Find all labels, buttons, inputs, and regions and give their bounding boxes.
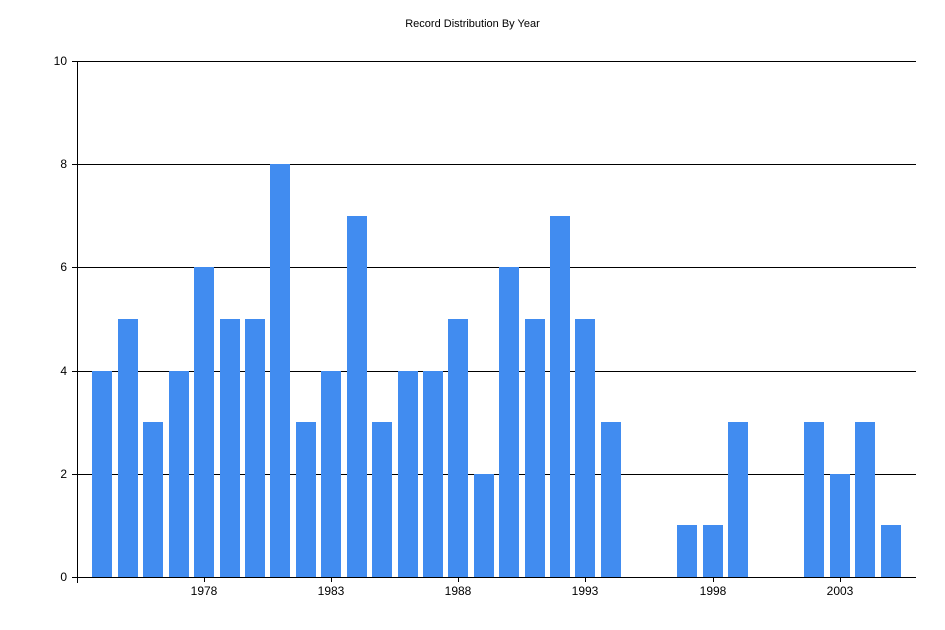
bar-1987 bbox=[423, 371, 443, 577]
x-axis-line bbox=[72, 577, 916, 578]
y-tick-label: 4 bbox=[60, 364, 67, 378]
x-tick bbox=[331, 577, 332, 582]
x-tick-label: 1993 bbox=[571, 584, 599, 598]
bar-1984 bbox=[347, 216, 367, 577]
bar-2004 bbox=[855, 422, 875, 577]
bar-1994 bbox=[601, 422, 621, 577]
x-tick bbox=[585, 577, 586, 582]
y-tick-label: 2 bbox=[60, 467, 67, 481]
x-tick bbox=[458, 577, 459, 582]
bar-1977 bbox=[169, 371, 189, 577]
gridline bbox=[77, 267, 916, 268]
y-tick-label: 10 bbox=[53, 54, 67, 68]
y-tick bbox=[72, 164, 77, 165]
x-tick-label: 2003 bbox=[826, 584, 854, 598]
x-tick-label: 1983 bbox=[317, 584, 345, 598]
x-tick bbox=[840, 577, 841, 582]
y-axis-line bbox=[77, 61, 78, 583]
x-tick-label: 1988 bbox=[444, 584, 472, 598]
x-tick bbox=[204, 577, 205, 582]
bar-1982 bbox=[296, 422, 316, 577]
chart-title: Record Distribution By Year bbox=[405, 18, 540, 30]
bar-1986 bbox=[398, 371, 418, 577]
bar-1989 bbox=[474, 474, 494, 577]
gridline bbox=[77, 371, 916, 372]
x-tick-label: 1978 bbox=[190, 584, 218, 598]
bar-1997 bbox=[677, 525, 697, 577]
y-tick bbox=[72, 267, 77, 268]
x-tick bbox=[713, 577, 714, 582]
x-tick-label: 1998 bbox=[699, 584, 727, 598]
gridline bbox=[77, 474, 916, 475]
bar-1988 bbox=[448, 319, 468, 577]
bar-1976 bbox=[143, 422, 163, 577]
y-tick bbox=[72, 474, 77, 475]
bar-2002 bbox=[804, 422, 824, 577]
y-tick bbox=[72, 371, 77, 372]
y-tick-label: 8 bbox=[60, 157, 67, 171]
gridline bbox=[77, 61, 916, 62]
bar-1999 bbox=[728, 422, 748, 577]
bar-2003 bbox=[830, 474, 850, 577]
bar-1974 bbox=[92, 371, 112, 577]
bar-1993 bbox=[575, 319, 595, 577]
y-tick-label: 6 bbox=[60, 260, 67, 274]
bar-1978 bbox=[194, 267, 214, 577]
bar-1979 bbox=[220, 319, 240, 577]
bar-1983 bbox=[321, 371, 341, 577]
bar-1975 bbox=[118, 319, 138, 577]
bar-1980 bbox=[245, 319, 265, 577]
gridline bbox=[77, 164, 916, 165]
bar-1985 bbox=[372, 422, 392, 577]
bar-2005 bbox=[881, 525, 901, 577]
bar-1992 bbox=[550, 216, 570, 577]
bar-1981 bbox=[270, 164, 290, 577]
y-tick bbox=[72, 61, 77, 62]
bar-1991 bbox=[525, 319, 545, 577]
bar-1990 bbox=[499, 267, 519, 577]
bar-1998 bbox=[703, 525, 723, 577]
y-tick-label: 0 bbox=[60, 570, 67, 584]
